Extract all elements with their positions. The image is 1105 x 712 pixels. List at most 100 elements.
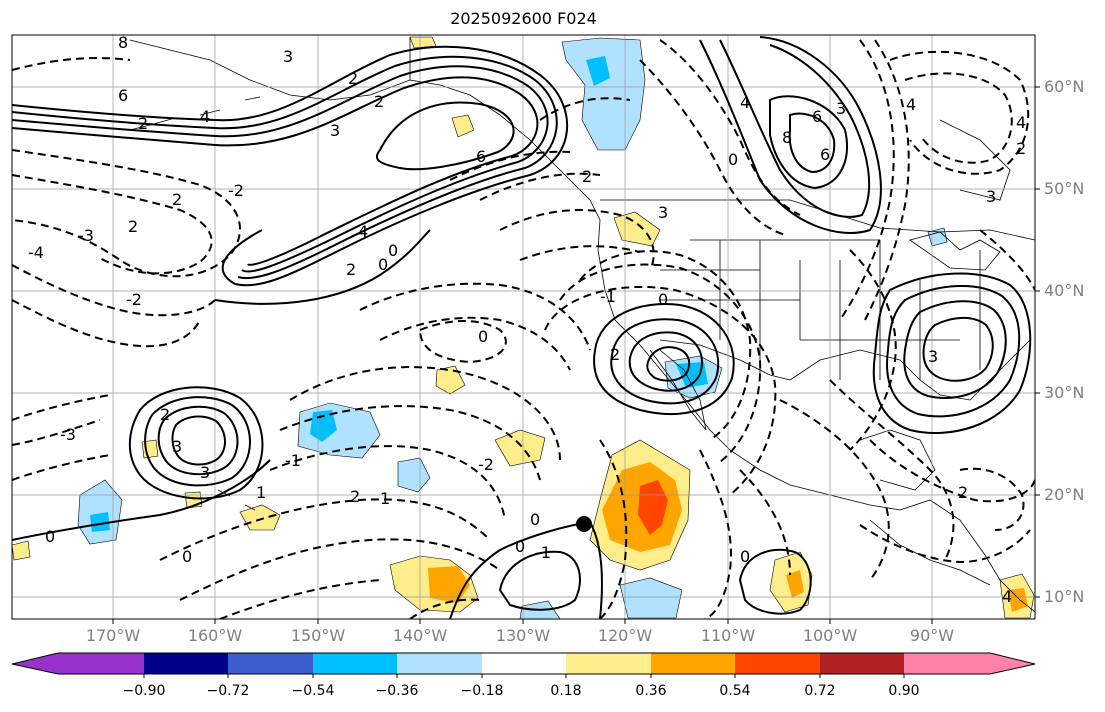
colorbar-tick-label: 0.54 (719, 683, 751, 699)
contour-label: -2 (228, 181, 244, 200)
contour-line (379, 316, 571, 371)
contour-label: 2 (346, 260, 356, 279)
lon-label: 120°W (597, 626, 653, 645)
negative-anomaly-patch (927, 227, 948, 247)
contour-label: 4 (1016, 113, 1026, 132)
colorbar (11, 652, 1036, 678)
contour-line (12, 76, 539, 266)
colorbar-tick-label: −0.18 (460, 683, 504, 699)
lat-label: 30°N (1044, 383, 1085, 402)
hudson-bay-outline (939, 119, 1011, 201)
contour-label: 4 (906, 95, 916, 114)
contour-line (12, 65, 549, 273)
colorbar-segment (228, 653, 313, 674)
negative-anomaly-patch (310, 410, 337, 442)
storm-center-marker (576, 516, 592, 532)
positive-anomaly-patch (12, 540, 31, 561)
map-title: 2025092600 F024 (450, 9, 597, 28)
contour-label: 3 (330, 121, 340, 140)
yucatan-coastline (859, 429, 936, 491)
contour-label: 0 (740, 547, 750, 566)
contour-line (214, 229, 431, 305)
colorbar-tick-label: −0.54 (291, 683, 335, 699)
contour-label: 6 (476, 147, 486, 166)
contour-label: 2 (128, 217, 138, 236)
contour-line (959, 467, 1025, 531)
lon-label: 170°W (85, 626, 141, 645)
negative-anomaly-patch (676, 362, 708, 388)
contour-line (375, 101, 515, 171)
colorbar-low-extension (12, 653, 58, 674)
north-america-coastline (409, 37, 1035, 613)
contour-label: 2 (958, 483, 968, 502)
contour-label: 2 (348, 69, 358, 88)
colorbar-tick-label: 0.18 (550, 683, 582, 699)
contour-line (739, 469, 791, 576)
contour-label: 2 (582, 167, 592, 186)
contour-label: 1 (380, 489, 390, 508)
contour-line (769, 95, 848, 190)
contour-line (12, 454, 111, 481)
contour-label: -1 (535, 543, 551, 562)
contour-label: 0 (182, 547, 192, 566)
lon-label: 100°W (802, 626, 858, 645)
contour-label: 3 (200, 463, 210, 482)
contour-line (872, 272, 1032, 434)
contour-line (829, 379, 955, 561)
lat-label: 40°N (1044, 281, 1085, 300)
contour-label: 3 (928, 347, 938, 366)
colorbar-segment (482, 653, 566, 674)
colorbar-tick-label: −0.36 (375, 683, 419, 699)
solid-contours (12, 36, 1032, 619)
contour-label: 0 (728, 150, 738, 169)
contour-label: 2 (1016, 139, 1026, 158)
contour-line (12, 149, 241, 278)
contour-line (179, 538, 501, 601)
colorbar-ticks (143, 674, 905, 678)
contour-line (788, 112, 836, 174)
contour-label: 6 (820, 145, 830, 164)
contour-line (639, 59, 786, 236)
contour-line (599, 439, 628, 619)
contour-line (498, 550, 581, 611)
positive-anomaly-patch (613, 211, 661, 247)
lon-label: 110°W (700, 626, 756, 645)
lon-ticks (112, 619, 933, 624)
contour-line (12, 45, 569, 287)
contour-line (479, 172, 601, 201)
lat-label: 60°N (1044, 77, 1085, 96)
contour-label: -2 (126, 290, 142, 309)
contour-line (12, 419, 101, 446)
contour-line (12, 264, 216, 317)
us-canada-border (600, 199, 1035, 241)
contour-line (979, 229, 1035, 291)
contour-label: 8 (118, 33, 128, 52)
positive-anomaly-patch (638, 480, 668, 535)
contour-line (849, 249, 897, 451)
colorbar-high-extension (990, 653, 1035, 674)
contour-label: 0 (478, 327, 488, 346)
contour-line (269, 445, 506, 521)
contour-line (12, 394, 111, 421)
contour-label: -3 (60, 425, 76, 444)
contour-line (159, 498, 491, 561)
contour-line (628, 331, 703, 392)
contour-line (12, 459, 271, 541)
gulf-of-mexico-coastline (789, 339, 1031, 401)
contour-label: -1 (285, 451, 301, 470)
contour-line (779, 399, 890, 581)
negative-anomaly-patch (397, 457, 431, 493)
colorbar-segment (144, 653, 228, 674)
contour-line (157, 405, 239, 476)
contour-line (579, 250, 752, 441)
contour-line (610, 318, 720, 405)
contour-line (544, 286, 777, 496)
contour-line (219, 579, 381, 619)
contour-line (864, 39, 910, 321)
colorbar-segment (566, 653, 651, 674)
lat-label: 10°N (1044, 587, 1085, 606)
colorbar-segment (735, 653, 820, 674)
contour-label: -3 (78, 226, 94, 245)
positive-anomaly-patch (494, 429, 546, 467)
lon-label: 160°W (187, 626, 243, 645)
